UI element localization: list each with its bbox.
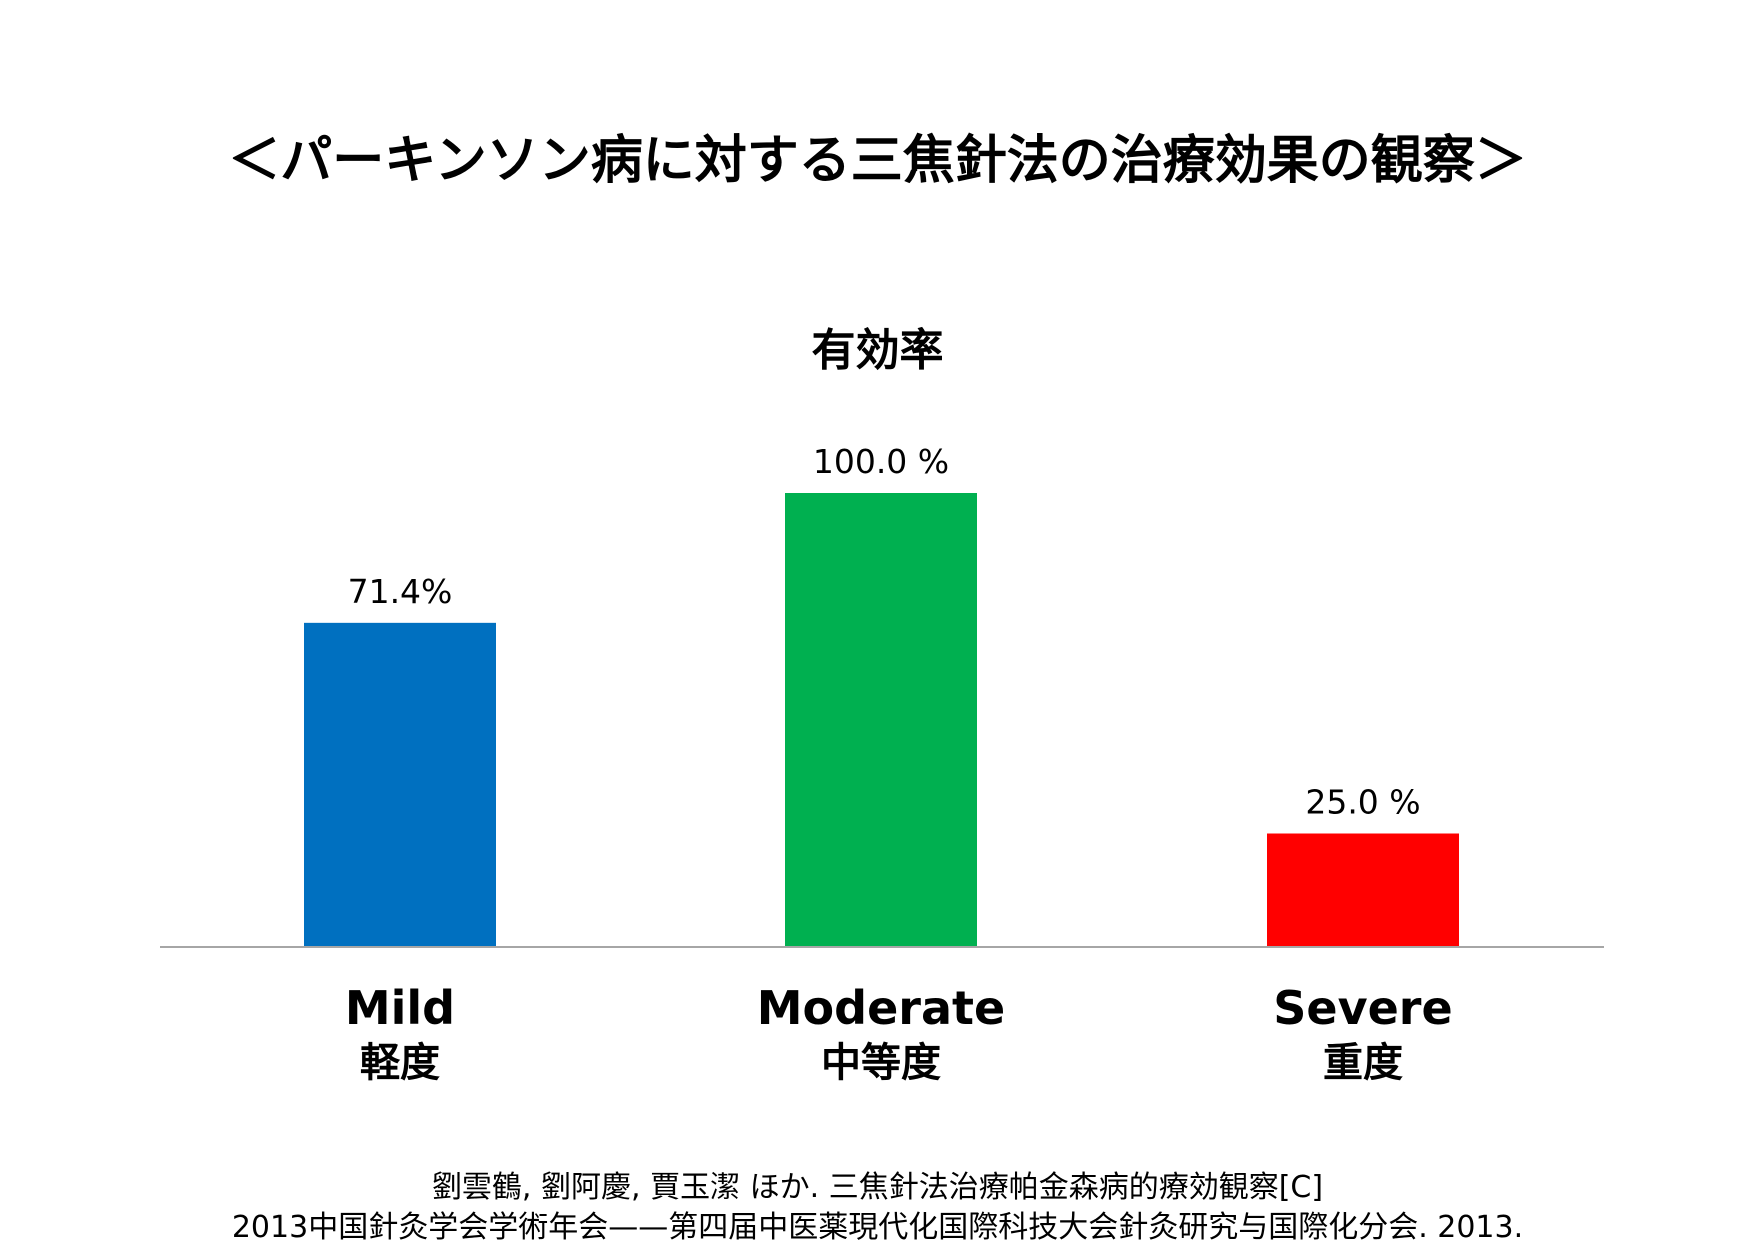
data-label: 25.0 % [1305,783,1420,822]
category-label-en: Mild [345,981,455,1035]
category-label-en: Moderate [757,981,1005,1035]
citation-line-1: 劉雲鶴, 劉阿慶, 賈玉潔 ほか. 三焦針法治療帕金森病的療効観察[C] [431,1170,1324,1205]
category-label-en: Severe [1273,981,1452,1035]
bar-moderate [785,493,977,947]
data-label: 100.0 % [813,442,949,481]
bar-mild [304,622,496,947]
citation-line-2: 2013中国針灸学会学術年会——第四届中医薬現代化国際科技大会針灸研究与国際化分… [231,1210,1524,1245]
category-label-ja: 軽度 [360,1040,440,1086]
category-label-ja: 重度 [1323,1040,1403,1086]
category-label-ja: 中等度 [821,1040,941,1086]
data-label: 71.4% [348,572,453,611]
chart-title: 有効率 [811,325,944,376]
bar-severe [1267,833,1459,947]
page-title: ＜パーキンソン病に対する三焦針法の治療効果の観察＞ [228,131,1527,191]
